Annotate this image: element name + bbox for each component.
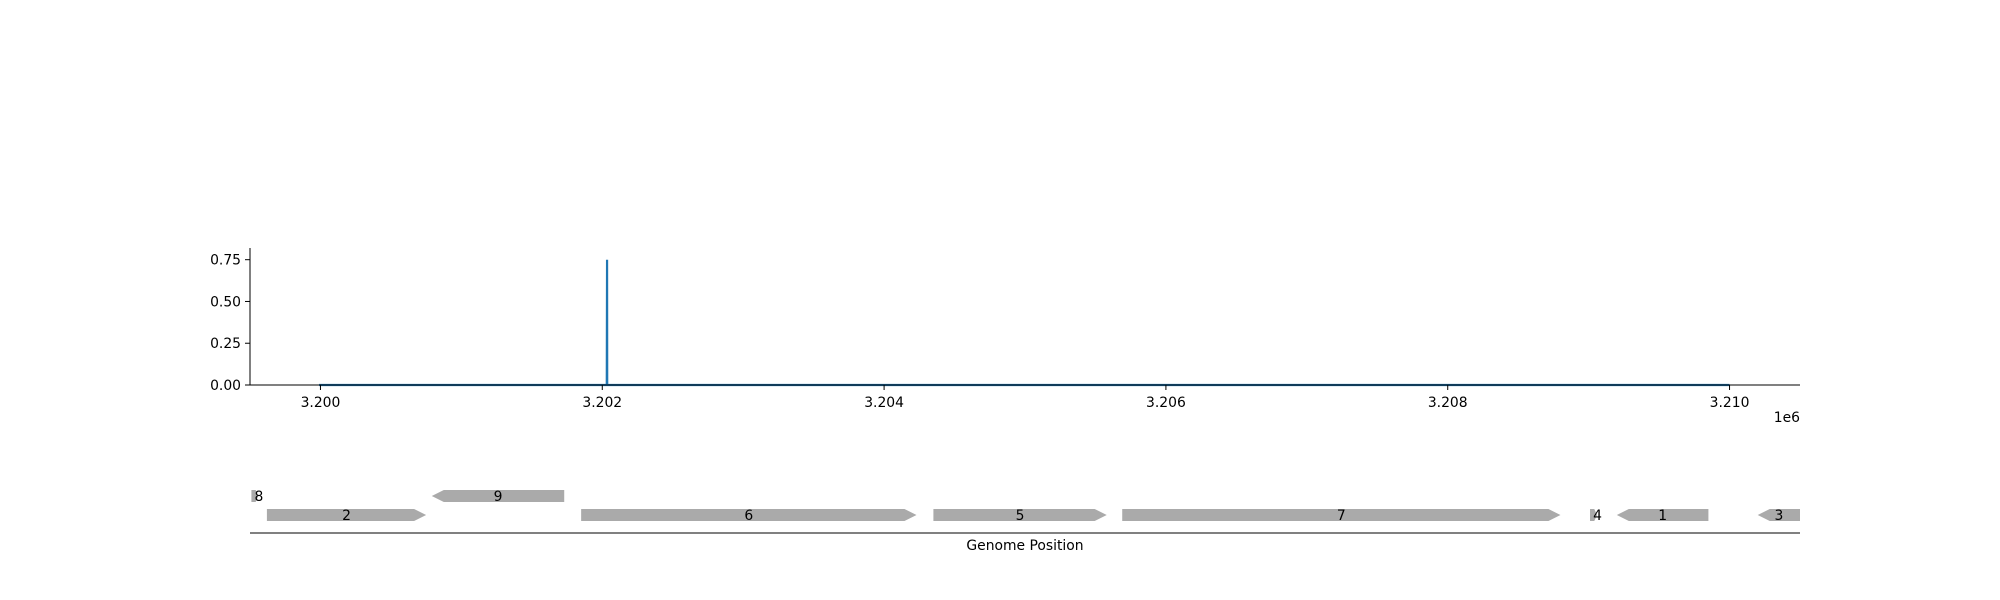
x-ticks: 3.200 3.202 3.204 3.206 3.208 3.210 [301, 385, 1750, 411]
gene-label: 3 [1774, 508, 1783, 524]
gene-label: 8 [255, 489, 264, 505]
y-tick-label: 0.75 [210, 253, 241, 269]
gene-label: 1 [1658, 508, 1667, 524]
gene-label: 6 [744, 508, 753, 524]
y-tick-label: 0.50 [210, 294, 241, 310]
gene-arrow [933, 509, 1107, 521]
x-tick-label: 3.204 [864, 395, 904, 411]
gene-arrow [251, 490, 259, 502]
x-tick-label: 3.200 [301, 395, 341, 411]
x-tick-label: 3.210 [1710, 395, 1750, 411]
x-tick-label: 3.206 [1146, 395, 1186, 411]
gene-label: 2 [342, 508, 351, 524]
gene-arrow [1757, 509, 1800, 521]
gene-arrow [581, 509, 917, 521]
gene-arrow [1590, 509, 1598, 521]
signal-plot: 3.200 3.202 3.204 3.206 3.208 3.210 0.000.250… [210, 248, 1800, 426]
gene-arrow [1122, 509, 1561, 521]
gene-arrow [1616, 509, 1709, 521]
y-tick-label: 0.25 [210, 336, 241, 352]
gene-label: 5 [1016, 508, 1025, 524]
signal-line [319, 259, 1730, 387]
genes: 8 9 2 6 5 7 4 1 3 [251, 489, 1800, 524]
gene-label: 7 [1337, 508, 1346, 524]
x-axis-label: Genome Position [966, 538, 1083, 554]
gene-arrow [431, 490, 565, 502]
x-tick-label: 3.208 [1428, 395, 1468, 411]
gene-label: 4 [1593, 508, 1602, 524]
gene-track: 8 9 2 6 5 7 4 1 3 Genome Position [250, 489, 1800, 554]
y-ticks: 0.00 0.25 0.50 0.75 [210, 253, 250, 394]
gene-label: 9 [494, 489, 503, 505]
signal-series [319, 259, 1730, 387]
y-tick-label: 0.00 [210, 378, 241, 394]
x-axis-offset-label: 1e6 [1774, 410, 1800, 426]
x-tick-label: 3.202 [582, 395, 622, 411]
gene-arrow [266, 509, 427, 521]
